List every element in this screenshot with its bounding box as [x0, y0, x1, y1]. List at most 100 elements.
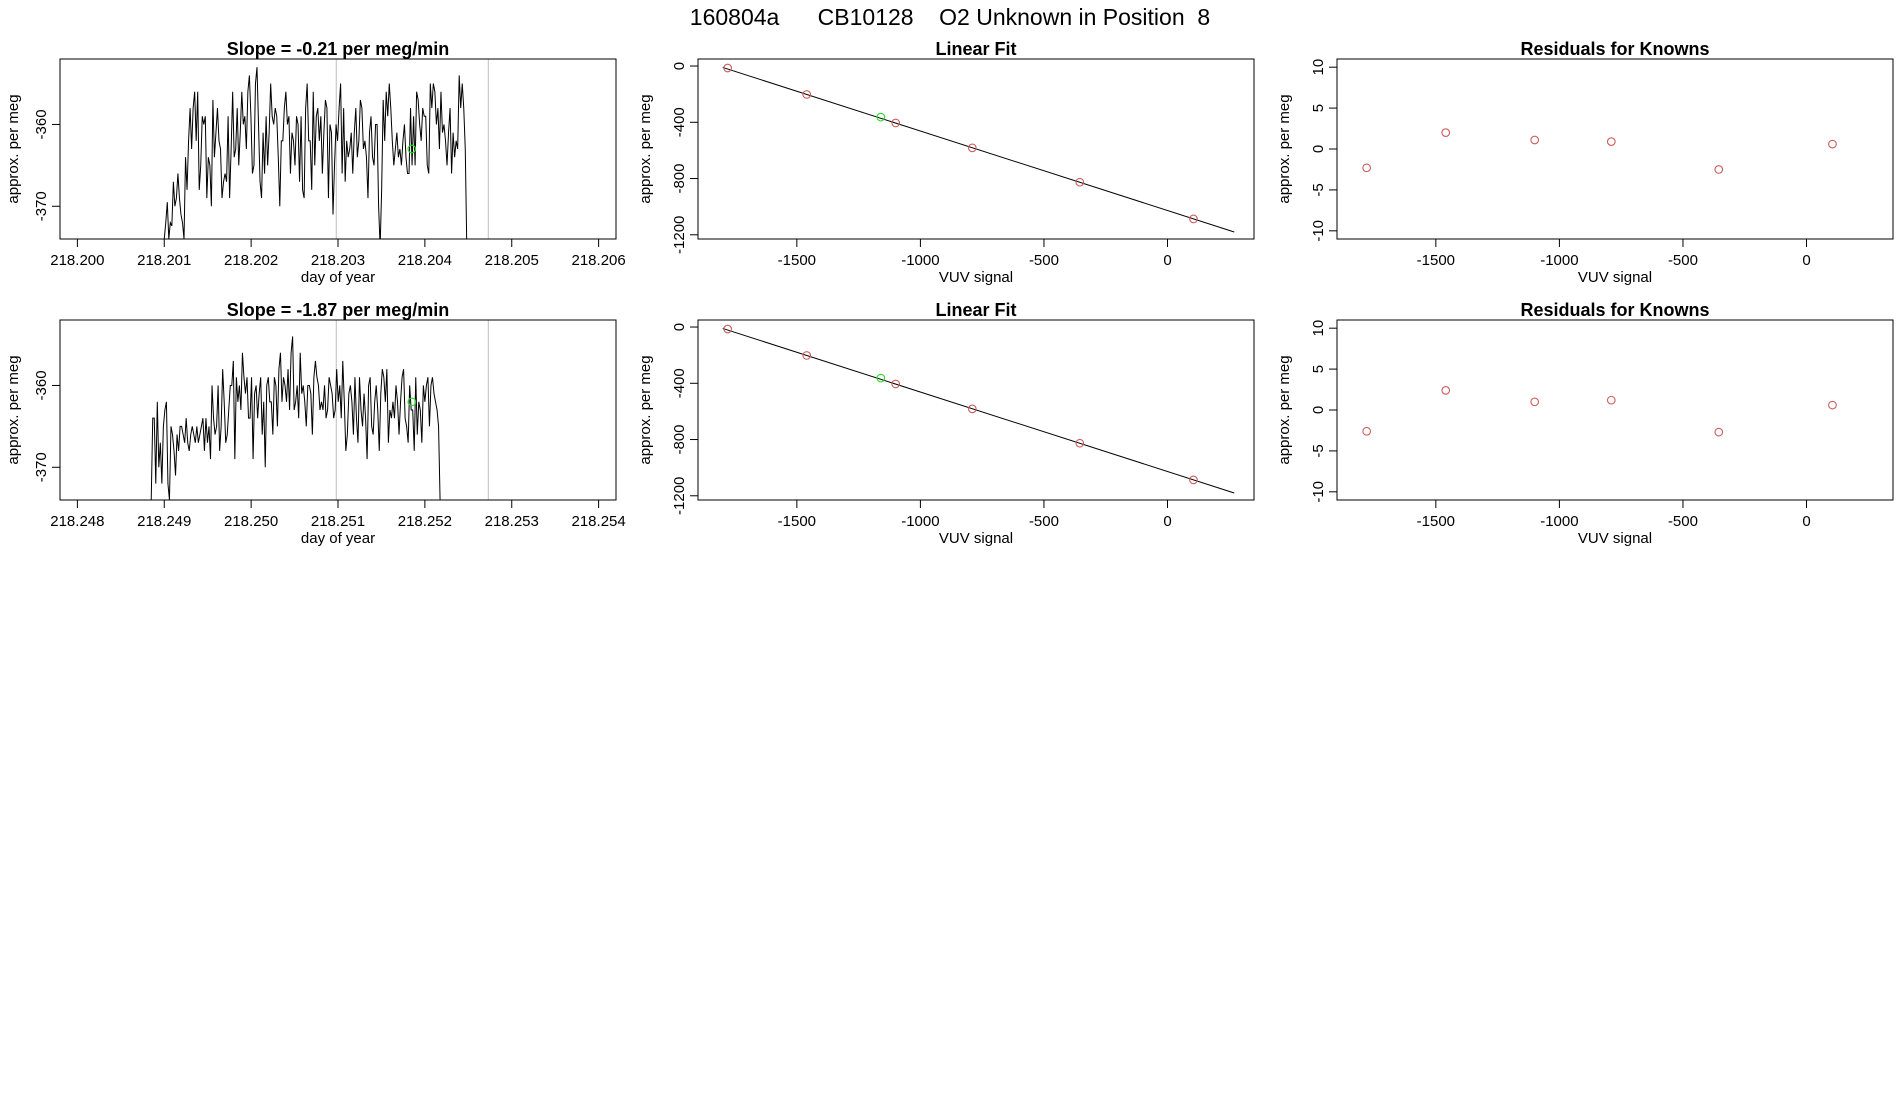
known-point	[891, 118, 901, 128]
x-axis-label: VUV signal	[939, 530, 1013, 547]
x-tick-label: 218.201	[137, 252, 191, 269]
unknown-point	[876, 373, 886, 383]
x-tick-label: 218.249	[137, 513, 191, 530]
x-tick-label: -500	[1668, 513, 1698, 530]
x-axis-label: VUV signal	[1578, 530, 1652, 547]
x-axis-label: VUV signal	[939, 269, 1013, 286]
y-tick-label: -800	[671, 425, 688, 455]
plot-area	[150, 336, 441, 500]
y-tick-label: 5	[1310, 365, 1327, 373]
chart-title: Slope = -1.87 per meg/min	[227, 300, 450, 320]
plot-frame	[59, 58, 617, 240]
x-tick-label: 218.200	[50, 252, 104, 269]
plot-frame	[697, 58, 1255, 240]
x-tick-label: -1000	[1540, 513, 1578, 530]
x-tick-label: 218.248	[50, 513, 104, 530]
known-point	[1530, 397, 1540, 407]
x-tick-label: 218.251	[311, 513, 365, 530]
plot-frame	[1336, 319, 1894, 501]
chart-res1: Residuals for Knowns -1500 -1000 -500 0 -10 -5…	[1276, 39, 1894, 286]
y-tick-label: -400	[671, 368, 688, 398]
plot-area	[1362, 128, 1837, 174]
x-tick-label: -500	[1668, 252, 1698, 269]
known-point	[1362, 426, 1372, 436]
y-tick-label: -1200	[671, 477, 688, 515]
known-point	[1714, 165, 1724, 174]
series-line	[163, 67, 468, 239]
known-point	[723, 63, 733, 73]
chart-title: Slope = -0.21 per meg/min	[227, 39, 450, 59]
chart-fit2: Linear Fit -1500 -1000 -500 0 -1200 -800 -400 0 V…	[637, 300, 1255, 547]
unknown-point	[407, 144, 417, 154]
y-axis-label: approx. per meg	[1276, 94, 1293, 203]
y-tick-label: 0	[671, 62, 688, 70]
known-point	[1075, 438, 1085, 448]
y-tick-label: 10	[1310, 59, 1327, 76]
known-point	[723, 324, 733, 334]
plot-area	[163, 67, 468, 239]
known-point	[1606, 137, 1616, 146]
y-axis-label: approx. per meg	[637, 355, 654, 464]
y-tick-label: 10	[1310, 320, 1327, 337]
chart-title: Linear Fit	[935, 39, 1016, 59]
chart-title: Linear Fit	[935, 300, 1016, 320]
x-tick-label: 0	[1802, 252, 1810, 269]
page-title: 160804a CB10128 O2 Unknown in Position 8	[689, 4, 1211, 30]
known-point	[967, 404, 977, 414]
y-axis-label: approx. per meg	[1276, 355, 1293, 464]
x-tick-label: 218.206	[572, 252, 626, 269]
chart-ts1: Slope = -0.21 per meg/min 218.200 218.201 2…	[5, 39, 626, 286]
x-tick-label: 218.203	[311, 252, 365, 269]
x-tick-label: 218.250	[224, 513, 278, 530]
known-point	[1189, 214, 1198, 224]
plot-frame	[697, 319, 1255, 501]
x-tick-label: 218.205	[485, 252, 539, 269]
x-axis-label: day of year	[301, 269, 375, 286]
y-tick-label: -1200	[671, 216, 688, 254]
x-axis-label: day of year	[301, 530, 375, 547]
chart-title: Residuals for Knowns	[1520, 300, 1709, 320]
known-point	[802, 351, 812, 360]
x-tick-label: 218.253	[485, 513, 539, 530]
known-point	[891, 379, 901, 389]
x-tick-label: -1500	[1417, 513, 1455, 530]
known-point	[1530, 135, 1540, 145]
x-axis-label: VUV signal	[1578, 269, 1652, 286]
known-point	[1606, 395, 1616, 405]
x-tick-label: -1000	[901, 513, 939, 530]
x-tick-label: 218.252	[398, 513, 452, 530]
x-tick-label: 218.204	[398, 252, 452, 269]
known-point	[1441, 386, 1451, 395]
plot-frame	[1336, 58, 1894, 240]
plot-frame	[59, 319, 617, 501]
plot-area	[722, 63, 1235, 233]
y-tick-label: -5	[1310, 183, 1327, 196]
chart-fit1: Linear Fit -1500 -1000 -500 0 -1200 -800 -400 0 V…	[637, 39, 1255, 286]
y-tick-label: 0	[671, 323, 688, 331]
x-tick-label: 0	[1802, 513, 1810, 530]
known-point	[1714, 427, 1724, 437]
y-tick-label: -10	[1310, 220, 1327, 242]
plot-area	[722, 324, 1235, 494]
chart-title: Residuals for Knowns	[1520, 39, 1709, 59]
x-tick-label: -500	[1029, 513, 1059, 530]
x-tick-label: -500	[1029, 252, 1059, 269]
chart-ts2: Slope = -1.87 per meg/min 218.248 218.249 2…	[5, 300, 626, 547]
known-point	[802, 90, 812, 99]
x-tick-label: -1500	[1417, 252, 1455, 269]
x-tick-label: 218.254	[572, 513, 626, 530]
known-point	[1828, 139, 1837, 149]
x-tick-label: 0	[1163, 513, 1171, 530]
fit-line	[722, 327, 1235, 494]
unknown-point	[407, 397, 417, 407]
y-tick-label: -5	[1310, 444, 1327, 457]
y-axis-label: approx. per meg	[637, 94, 654, 203]
x-tick-label: 218.202	[224, 252, 278, 269]
y-tick-label: -400	[671, 107, 688, 137]
known-point	[1189, 475, 1198, 485]
y-tick-label: 0	[1310, 406, 1327, 414]
series-line	[150, 336, 441, 500]
y-tick-label: 5	[1310, 104, 1327, 112]
y-axis-label: approx. per meg	[5, 355, 22, 464]
x-tick-label: -1000	[901, 252, 939, 269]
